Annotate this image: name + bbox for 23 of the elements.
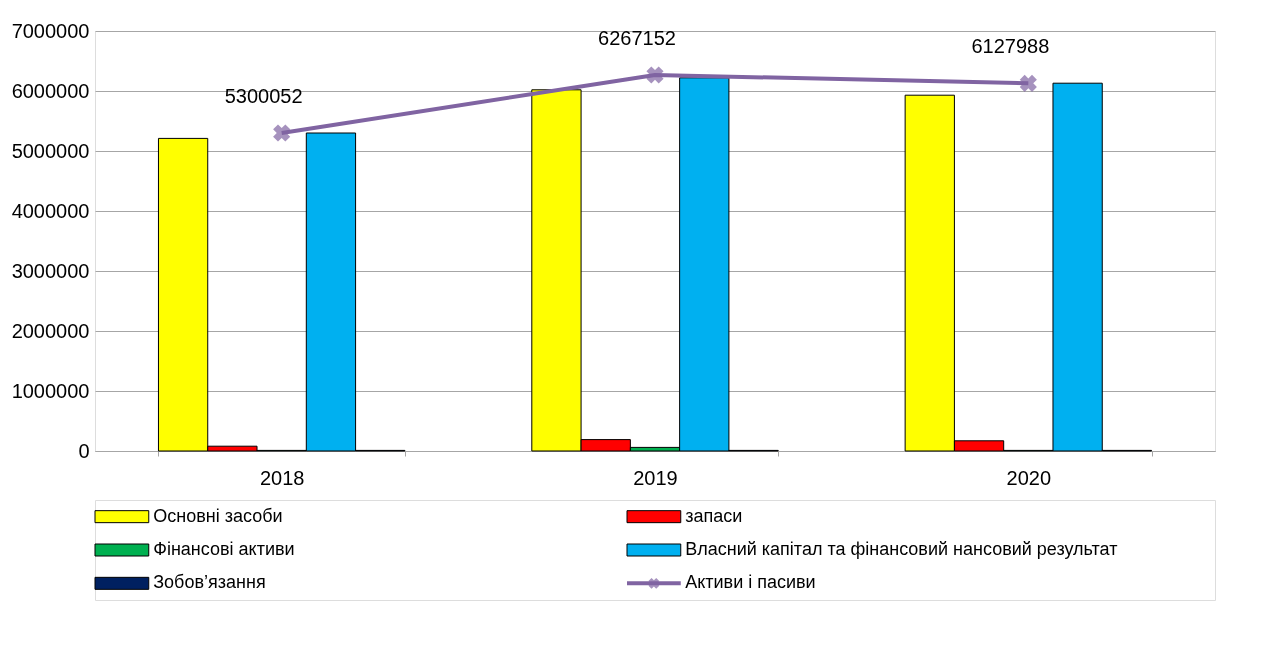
x-tick-label: 2019 (633, 466, 678, 489)
y-tick-label: 1000000 (11, 379, 90, 402)
point (646, 66, 664, 84)
point (273, 124, 291, 142)
y-tick-label: 2000000 (11, 319, 90, 342)
data-label: 6127988 (971, 35, 1050, 58)
legend-label: Фінансові активи (153, 539, 295, 559)
legend-label: Активи і пасиви (685, 572, 816, 593)
legend-label: Основні засоби (153, 505, 283, 526)
y-tick-label: 4000000 (11, 199, 90, 222)
data-label: 6267152 (598, 26, 676, 49)
y-tick-label: 0 (78, 439, 90, 462)
x-tick-label: 2018 (259, 466, 305, 489)
data-label: 5300052 (224, 85, 303, 107)
legend-label: запаси (685, 505, 743, 526)
point (1019, 74, 1037, 92)
legend-label: Зобов’язання (153, 572, 266, 593)
y-tick-label: 3000000 (11, 259, 90, 282)
y-tick-label: 7000000 (11, 19, 90, 42)
x-tick-label: 2020 (1006, 466, 1052, 489)
legend-label: Власний капітал та фінансовий нансовий результат (685, 539, 1118, 559)
y-tick-label: 6000000 (11, 79, 90, 102)
y-tick-label: 5000000 (11, 139, 90, 162)
